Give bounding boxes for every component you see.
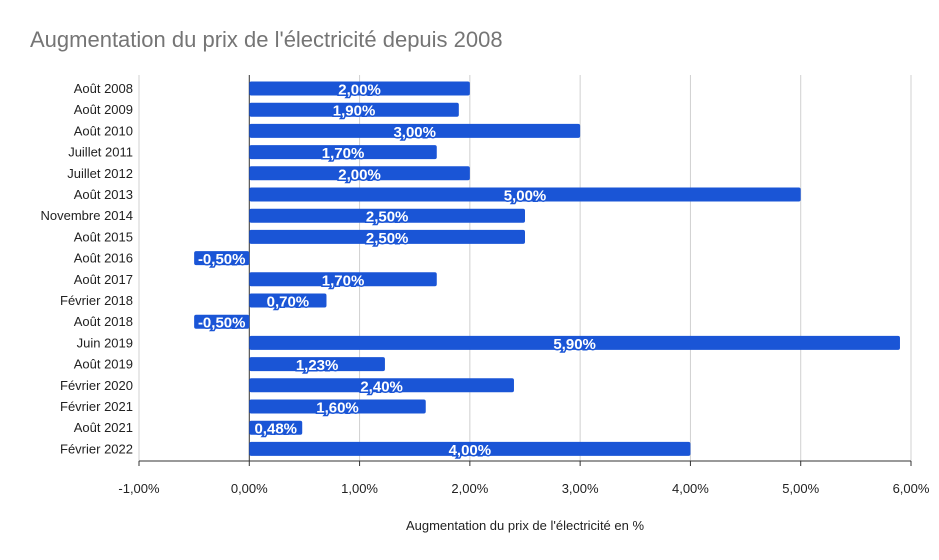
data-label: 1,23% [296,357,339,374]
data-label: 5,90% [553,336,596,353]
data-label: 5,00% [504,188,547,205]
bar [249,229,526,244]
x-tick-label: 1,00% [341,481,378,496]
x-tick-label: 2,00% [451,481,488,496]
category-label: Août 2017 [74,272,133,287]
bar [194,314,250,329]
x-tick-label: 6,00% [893,481,930,496]
data-label: 1,60% [316,400,359,417]
data-label: 1,70% [322,272,365,289]
bar [249,123,581,138]
data-label: 2,50% [366,209,409,226]
data-label: 3,00% [393,124,436,141]
x-tick-label: -1,00% [118,481,160,496]
category-label: Février 2021 [60,399,133,414]
bar [249,441,691,456]
data-label: 0,48% [254,421,297,438]
category-label: Février 2018 [60,293,133,308]
bar [249,81,470,96]
x-tick-label: 3,00% [562,481,599,496]
data-label: 2,00% [338,166,381,183]
data-label: 4,00% [449,442,492,459]
category-label: Août 2010 [74,123,133,138]
bar [249,378,514,393]
grid-layer [138,75,912,461]
bar [249,102,459,117]
x-tick-label: 0,00% [231,481,268,496]
x-tick-label: 4,00% [672,481,709,496]
data-label: -0,50% [198,315,246,332]
bar [249,293,327,308]
bar [249,187,801,202]
bar [194,251,250,266]
bar-layer [194,81,900,456]
data-label: 2,40% [360,378,403,395]
x-tick-label: 5,00% [782,481,819,496]
category-label: Novembre 2014 [41,208,134,223]
bar [249,272,437,287]
category-label: Février 2020 [60,378,133,393]
label-layer: Août 2008 2,00% Août 2009 1,90% Août 2010 3,0… [41,80,598,460]
category-label: Août 2019 [74,357,133,372]
category-label: Août 2009 [74,102,133,117]
data-label: 1,90% [333,103,376,120]
category-label: Juillet 2011 [68,145,133,160]
category-label: Août 2008 [74,81,133,96]
bar [249,166,470,181]
category-label: Août 2021 [74,420,133,435]
category-label: Août 2015 [74,229,133,244]
bar [249,420,303,435]
category-label: Août 2018 [74,314,133,329]
data-label: 1,70% [322,145,365,162]
bar [249,357,385,372]
data-label: 2,50% [366,230,409,247]
category-label: Août 2013 [74,187,133,202]
category-label: Août 2016 [74,251,133,266]
category-label: Juillet 2012 [67,166,133,181]
category-label: Février 2022 [60,441,133,456]
axis-layer: -1,00% 0,00% 1,00% 2,00% 3,00% 4,00% 5,00% 6,00… [118,460,930,496]
data-label: 2,00% [338,82,381,99]
chart-title: Augmentation du prix de l'électricité de… [30,27,503,52]
bar [249,208,526,223]
data-label: -0,50% [198,251,246,268]
bar [249,335,900,350]
x-axis-title: Augmentation du prix de l'électricité en… [406,518,644,533]
category-label: Juin 2019 [77,335,133,350]
bar [249,145,437,160]
bar [249,399,426,414]
data-label: 0,70% [267,294,310,311]
